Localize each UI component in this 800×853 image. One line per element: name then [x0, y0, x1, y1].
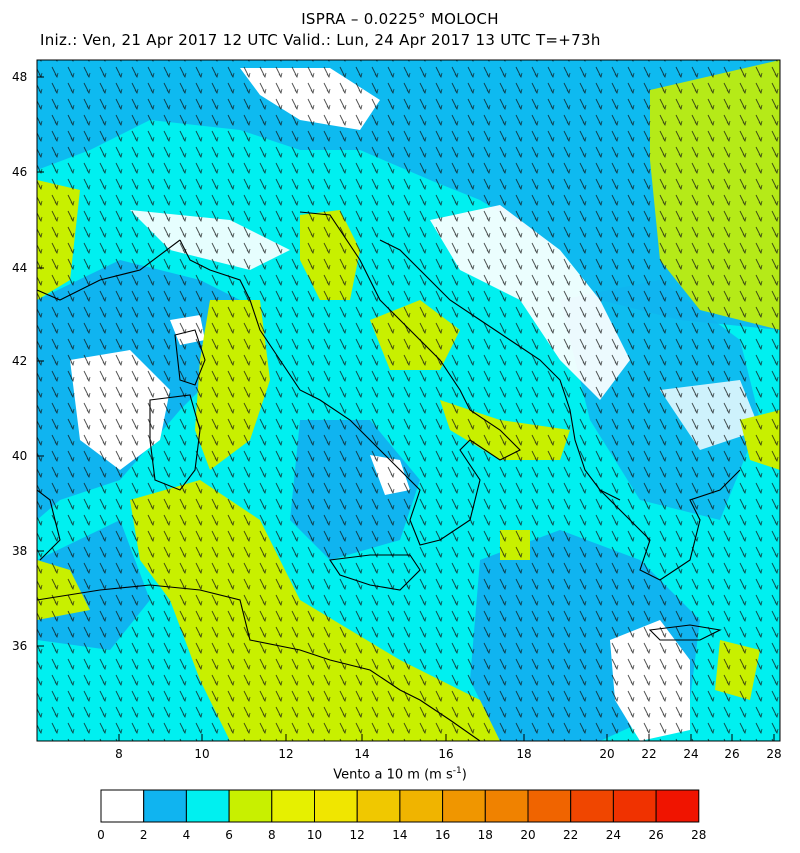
map-frame [36, 59, 781, 742]
lon-tick-label: 22 [641, 747, 656, 761]
lon-tick-label: 12 [278, 747, 293, 761]
legend-tick-label: 8 [268, 828, 276, 842]
lon-tick-label: 18 [516, 747, 531, 761]
legend-tick-label: 12 [350, 828, 365, 842]
legend-tick-label: 4 [183, 828, 191, 842]
legend-tick-label: 20 [520, 828, 535, 842]
legend-swatch [612, 789, 657, 823]
legend-tick-label: 28 [691, 828, 706, 842]
longitude-axis: 8 10 12 14 16 18 20 22 24 26 28 [115, 734, 782, 761]
legend-swatch [442, 789, 486, 823]
wind-field [37, 60, 780, 741]
legend-swatch [228, 789, 273, 823]
coastlines [37, 211, 741, 741]
legend-swatch [399, 789, 444, 823]
legend-swatch [527, 789, 572, 823]
legend-tick-label: 22 [563, 828, 578, 842]
legend-tick-label: 16 [435, 828, 450, 842]
lat-tick-label: 48 [12, 70, 27, 84]
lon-tick-label: 24 [683, 747, 698, 761]
legend-swatch [271, 789, 315, 823]
lat-tick-label: 42 [12, 354, 27, 368]
lat-tick-label: 40 [12, 449, 27, 463]
legend-tick-label: 26 [648, 828, 663, 842]
lat-tick-label: 46 [12, 165, 27, 179]
latitude-axis: 48 46 44 42 40 38 36 [12, 70, 44, 653]
legend-swatch [100, 789, 145, 823]
legend-tick-label: 10 [307, 828, 322, 842]
legend-swatch [185, 789, 230, 823]
lon-tick-label: 8 [115, 747, 123, 761]
legend-tick-label: 18 [478, 828, 493, 842]
lon-tick-label: 16 [438, 747, 453, 761]
legend-colorbar [100, 789, 700, 823]
lon-tick-label: 28 [766, 747, 781, 761]
lon-tick-label: 10 [194, 747, 209, 761]
lon-tick-label: 26 [724, 747, 739, 761]
lat-tick-label: 36 [12, 639, 27, 653]
legend-tick-labels: 0 2 4 6 8 10 12 14 16 18 20 22 24 26 28 [97, 828, 706, 842]
legend-swatch [655, 789, 700, 823]
legend-tick-label: 0 [97, 828, 105, 842]
legend-swatch [570, 789, 614, 823]
legend-swatch [356, 789, 401, 823]
legend-tick-label: 2 [140, 828, 148, 842]
legend-swatch [314, 789, 358, 823]
legend-swatch [143, 789, 187, 823]
legend-title: Vento a 10 m (m s-1) [333, 766, 467, 783]
lat-tick-label: 38 [12, 544, 27, 558]
legend-tick-label: 24 [606, 828, 621, 842]
legend-tick-label: 6 [225, 828, 233, 842]
legend-tick-label: 14 [392, 828, 407, 842]
lat-tick-label: 44 [12, 261, 27, 275]
legend-swatch [484, 789, 529, 823]
map-title: ISPRA – 0.0225° MOLOCH [301, 10, 499, 28]
lon-tick-label: 20 [599, 747, 614, 761]
wind-arrows [37, 60, 780, 741]
lon-tick-label: 14 [354, 747, 369, 761]
map-subtitle: Iniz.: Ven, 21 Apr 2017 12 UTC Valid.: L… [40, 31, 601, 49]
